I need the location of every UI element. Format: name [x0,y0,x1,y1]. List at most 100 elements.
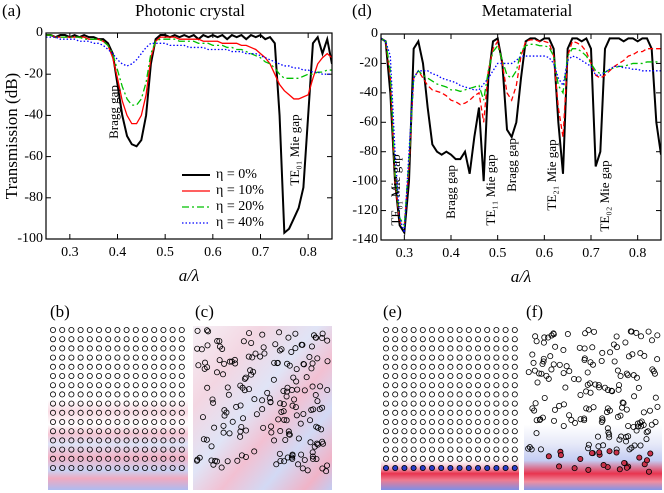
y-tick-label: -20 [24,66,43,81]
rod [511,455,518,462]
rod [293,412,300,419]
rod [392,418,399,425]
panel-label: (d) [352,1,372,20]
rod [50,455,57,462]
rod [585,466,592,473]
rod [648,421,655,428]
rod [465,363,472,370]
rod [141,326,148,333]
rod [77,326,84,333]
rod [105,455,112,462]
rod [211,424,218,431]
rod [643,457,650,464]
rod [419,418,426,425]
rod [141,372,148,379]
rod [484,336,491,343]
rod [105,446,112,453]
rod [160,446,167,453]
rod [474,354,481,361]
rod [285,334,292,341]
rod [502,391,509,398]
rod [401,391,408,398]
rod [260,344,267,351]
rod [552,343,559,350]
rod [123,455,130,462]
rod [428,464,435,471]
rod [317,383,324,390]
rod [280,387,287,394]
rod [309,383,316,390]
rod [447,354,454,361]
panel-label: (c) [195,302,214,321]
rod [220,371,227,378]
x-axis-label: a/λ [511,267,532,286]
rod [502,372,509,379]
rod [511,372,518,379]
rod [645,428,652,435]
rod [557,452,564,459]
rod [410,363,417,370]
rod [575,376,582,383]
rod [428,326,435,333]
rod [633,374,640,381]
rod [581,357,588,364]
rod [625,422,632,429]
rod [319,438,326,445]
rod [419,446,426,453]
rod [86,437,93,444]
rod [456,464,463,471]
rod [141,354,148,361]
rod [210,461,217,468]
rod [484,428,491,435]
field-image [524,326,662,490]
rod [643,429,650,436]
rod [649,366,656,373]
rod [59,455,66,462]
rod [631,393,638,400]
rod [438,455,445,462]
rod [169,345,176,352]
plot-frame [45,32,333,240]
rod [502,409,509,416]
rod [428,372,435,379]
rod [226,358,233,365]
rod [123,354,130,361]
rod [96,372,103,379]
y-tick-label: -40 [359,85,378,100]
rod [493,354,500,361]
rod [216,343,223,350]
rod [105,428,112,435]
rod [123,464,130,471]
rod [304,467,311,474]
rod [319,404,326,411]
rod [581,417,588,424]
rod [300,411,307,418]
rod [273,461,280,468]
rod [50,345,57,352]
x-tick-label: 0.8 [299,245,317,260]
rod [289,402,296,409]
rod [271,359,278,366]
rod [599,415,606,422]
rod [178,391,185,398]
x-tick-label: 0.4 [442,246,460,261]
rod [582,330,589,337]
rod [456,428,463,435]
rod [599,349,606,356]
rod [68,372,75,379]
rod [194,327,201,334]
rod [608,387,615,394]
rod [456,446,463,453]
rod [548,332,555,339]
rod [613,449,620,456]
rod [123,437,130,444]
panel-label: (b) [50,302,70,321]
field-panel: (f) [524,302,662,490]
rod [531,367,538,374]
rod [410,336,417,343]
series-line [381,37,661,233]
rod [105,391,112,398]
rod [132,391,139,398]
rod [484,464,491,471]
